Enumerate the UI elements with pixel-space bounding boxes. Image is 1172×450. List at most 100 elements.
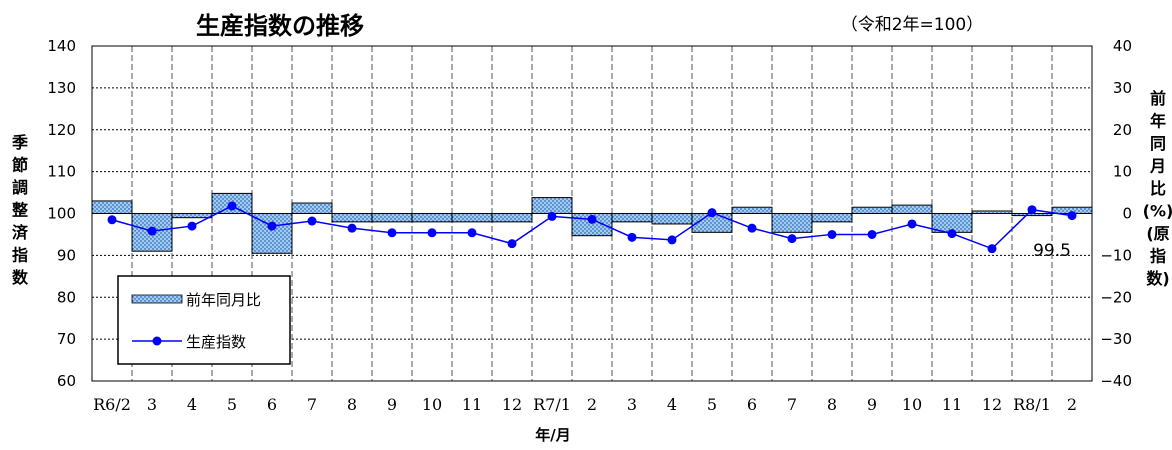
yoy-bar [411,213,453,223]
last-value-annotation: 99.5 [1033,241,1071,261]
x-axis-tick-labels: R6/2 3 4 5 6 7 8 9 10 11 12 R7/1 2 3 4 5 6 7 8 9 10 11 12 R8/1 2 [93,395,1077,414]
right-tick-label: 30 [1113,79,1132,97]
production-index-point [267,221,277,231]
right-axis-title: 前年同月比 (%) (原指数) [1143,89,1172,288]
right-tick-label: 20 [1113,121,1132,139]
right-tick-label: −30 [1100,330,1132,348]
production-index-point [587,214,597,224]
yoy-bar [771,213,813,233]
yoy-bar [811,213,853,223]
left-tick-label: 110 [47,163,76,181]
right-axis-title-char: 前 [1150,89,1166,108]
legend-line-label: 生産指数 [186,333,246,351]
right-tick-label: −20 [1100,288,1132,306]
left-tick-label: 120 [47,121,76,139]
right-axis-title-char: 月 [1149,157,1166,176]
production-index-point [227,201,237,211]
x-tick-label: 5 [227,395,237,414]
x-tick-label: R8/1 [1013,395,1051,414]
x-tick-label: R7/1 [533,395,571,414]
production-index-point [547,211,557,221]
production-index-point [747,223,757,233]
x-tick-label: 2 [587,395,597,414]
x-tick-label: 11 [942,395,962,414]
right-axis-title-char: 同 [1150,134,1166,153]
left-tick-label: 90 [57,246,76,264]
right-axis-title-char: (原 [1146,224,1169,243]
x-tick-label: 11 [462,395,482,414]
production-index-point [907,219,917,229]
yoy-bar [611,213,653,223]
x-tick-label: 10 [902,395,922,414]
production-index-point [107,215,117,225]
yoy-bar [371,213,413,223]
production-index-point [1027,205,1037,215]
chart-title: 生産指数の推移 [196,12,364,40]
legend-line-marker [152,336,162,346]
yoy-bar [891,204,933,214]
right-axis-title-char: 指 [1150,247,1166,266]
right-tick-label: −10 [1100,246,1132,264]
x-axis-title: 年/月 [535,426,570,444]
x-tick-label: 12 [502,395,522,414]
right-tick-label: 40 [1113,37,1132,55]
x-tick-label: R6/2 [93,395,131,414]
legend-frame [117,275,291,365]
production-index-point [147,226,157,236]
legend-bar-label: 前年同月比 [186,291,261,309]
production-index-point [787,234,797,244]
production-index-point [627,232,637,242]
x-tick-label: 3 [627,395,637,414]
production-index-point [947,229,957,239]
right-axis-title-char: 年 [1150,112,1166,131]
x-tick-label: 8 [827,395,837,414]
x-tick-label: 6 [747,395,757,414]
yoy-bar [531,197,573,214]
yoy-bar [291,202,333,214]
production-index-point [667,235,677,245]
left-tick-label: 130 [47,79,76,97]
x-tick-label: 10 [422,395,442,414]
left-axis-title-char: 指 [12,246,28,265]
yoy-bar [971,210,1013,215]
yoy-bar [91,200,133,214]
left-axis-title-char: 節 [11,156,28,175]
left-tick-label: 70 [57,330,76,348]
right-axis-title-char: (%) [1143,202,1172,221]
production-index-point [427,228,437,238]
left-tick-label: 140 [47,37,76,55]
legend-bar-swatch [131,294,183,304]
production-index-point [1067,211,1077,221]
left-tick-label: 80 [57,288,76,306]
left-tick-label: 100 [47,205,76,223]
x-tick-label: 4 [667,395,677,414]
x-tick-label: 8 [347,395,357,414]
right-axis-title-char: 比 [1150,179,1166,198]
yoy-bar [491,213,533,223]
left-axis-title-char: 季 [11,133,29,152]
production-index-point [507,239,517,249]
production-index-line [107,201,1077,254]
x-tick-label: 12 [982,395,1002,414]
x-tick-label: 9 [387,395,397,414]
production-index-point [307,216,317,226]
production-index-point [187,221,197,231]
left-axis-title-char: 数 [12,268,29,287]
x-tick-label: 7 [307,395,317,414]
yoy-bar [451,213,493,223]
x-tick-label: 5 [707,395,717,414]
right-axis-tick-labels: −40 −30 −20 −10 0 10 20 30 40 [1100,37,1132,390]
x-tick-label: 7 [787,395,797,414]
production-index-point [707,208,717,218]
yoy-bar [651,213,693,225]
x-tick-label: 3 [147,395,157,414]
production-index-point [827,229,837,239]
production-index-point [867,229,877,239]
right-axis-title-char: 数) [1146,269,1169,288]
x-tick-label: 9 [867,395,877,414]
right-tick-label: 10 [1113,163,1132,181]
yoy-bar [851,206,893,214]
